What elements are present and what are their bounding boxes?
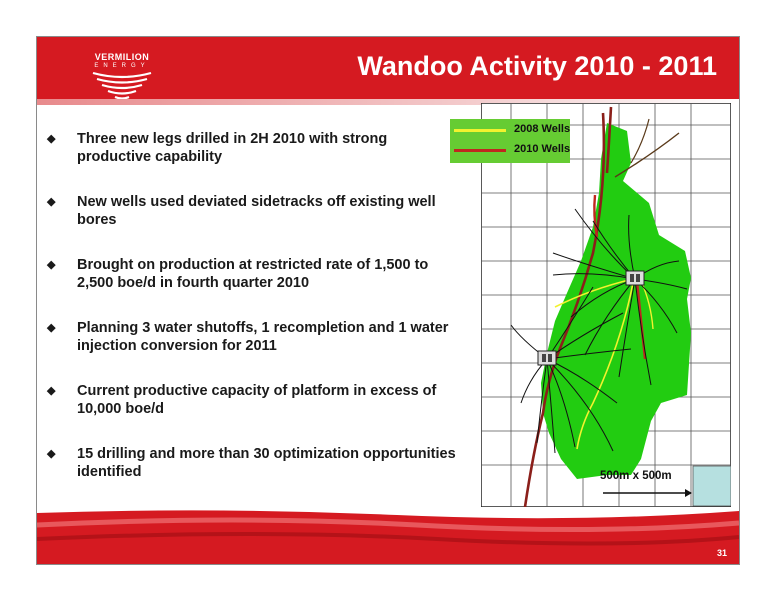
scale-box [692, 465, 731, 507]
legend-label: 2008 Wells [514, 123, 571, 135]
diamond-bullet-icon: ◆ [47, 133, 56, 145]
bullet-item: ◆ Planning 3 water shutoffs, 1 recompleti… [47, 319, 457, 382]
diamond-bullet-icon: ◆ [47, 448, 56, 460]
bullet-item: ◆ Brought on production at restricted rat… [47, 256, 457, 319]
bullet-text: Brought on production at restricted rate… [77, 257, 429, 291]
page-number: 31 [716, 548, 727, 558]
bullet-item: ◆ Current productive capacity of platform… [47, 382, 457, 445]
legend-line-red [454, 149, 506, 152]
oil-field-area [541, 123, 691, 479]
diamond-bullet-icon: ◆ [47, 385, 56, 397]
oil-platform-icon [625, 270, 645, 286]
field-map [481, 103, 731, 507]
footer-band [37, 510, 739, 564]
well-path [630, 118, 650, 164]
well-path [576, 282, 634, 450]
bullet-text: 15 drilling and more than 30 optimizatio… [77, 446, 456, 480]
bullet-item: ◆ Three new legs drilled in 2H 2010 with … [47, 130, 457, 193]
slide: VERMILION ENERGY Wandoo Activity 2010 - … [36, 36, 740, 565]
bullet-item: ◆ 15 drilling and more than 30 optimizati… [47, 445, 457, 508]
bullet-text: Three new legs drilled in 2H 2010 with s… [77, 131, 388, 165]
company-logo: VERMILION ENERGY [67, 49, 177, 101]
legend-line-yellow [454, 129, 506, 132]
slide-title: Wandoo Activity 2010 - 2011 [357, 51, 717, 81]
diamond-bullet-icon: ◆ [47, 196, 56, 208]
bullet-item: ◆ New wells used deviated sidetracks off … [47, 193, 457, 256]
diamond-bullet-icon: ◆ [47, 259, 56, 271]
map-legend: 2008 Wells 2010 Wells [450, 119, 570, 163]
diamond-bullet-icon: ◆ [47, 322, 56, 334]
logo-name: VERMILION [94, 52, 150, 62]
bullet-text: Current productive capacity of platform … [77, 383, 437, 417]
logo-wave-icon [92, 71, 152, 100]
map-scale-label: 500m x 500m [600, 470, 672, 482]
well-path [614, 132, 680, 178]
header-bar: VERMILION ENERGY Wandoo Activity 2010 - … [37, 37, 739, 101]
bullet-list: ◆ Three new legs drilled in 2H 2010 with … [47, 130, 457, 508]
well-path [635, 280, 647, 360]
bullet-text: Planning 3 water shutoffs, 1 recompletio… [77, 320, 449, 354]
header-accent-band [37, 99, 739, 105]
well-path [593, 194, 599, 238]
logo-subtitle: ENERGY [94, 63, 150, 69]
legend-label: 2010 Wells [514, 143, 571, 155]
bullet-text: New wells used deviated sidetracks off e… [77, 194, 436, 228]
well-path [605, 106, 613, 174]
scale-arrow-head [685, 489, 692, 497]
oil-platform-icon [537, 350, 557, 366]
well-path [554, 278, 634, 308]
